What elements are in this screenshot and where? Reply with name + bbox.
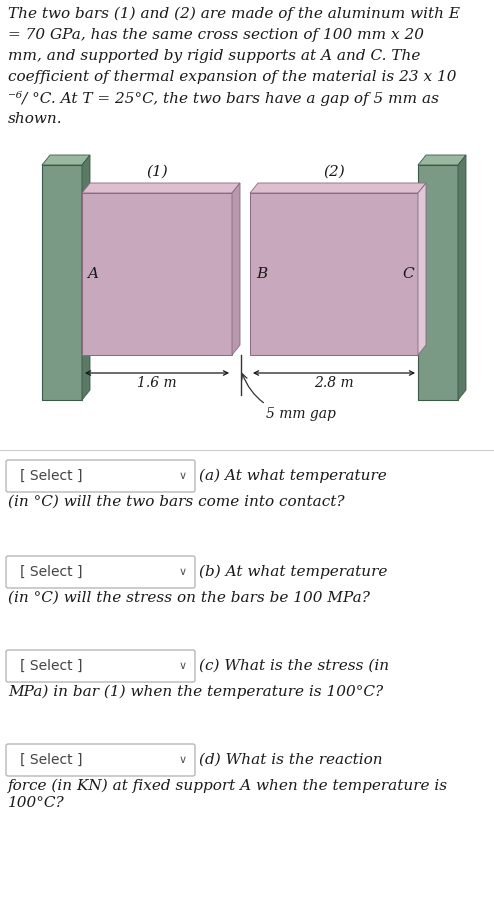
Text: mm, and supported by rigid supports at A and C. The: mm, and supported by rigid supports at A… [8,49,420,63]
Bar [42,165,82,400]
Bar [250,193,418,355]
Text: (2): (2) [323,165,345,179]
Text: ∨: ∨ [179,567,187,577]
Text: = 70 GPa, has the same cross section of 100 mm x 20: = 70 GPa, has the same cross section of … [8,28,424,42]
Text: [ Select ]: [ Select ] [20,659,82,673]
Polygon shape [232,183,240,355]
Text: (c) What is the stress (in: (c) What is the stress (in [199,659,389,673]
FancyBboxPatch shape [6,650,195,682]
Text: ∨: ∨ [179,755,187,765]
Text: coefficient of thermal expansion of the material is 23 x 10: coefficient of thermal expansion of the … [8,70,456,84]
Text: (b) At what temperature: (b) At what temperature [199,565,387,580]
Text: ∨: ∨ [179,471,187,481]
Polygon shape [250,183,426,193]
Text: [ Select ]: [ Select ] [20,753,82,767]
Polygon shape [82,155,90,400]
Text: force (in KN) at fixed support A when the temperature is
100°C?: force (in KN) at fixed support A when th… [8,779,448,810]
Bar [82,193,232,355]
Text: B: B [256,267,267,281]
Text: 5 mm gap: 5 mm gap [242,374,336,421]
FancyBboxPatch shape [6,744,195,776]
Text: MPa) in bar (1) when the temperature is 100°C?: MPa) in bar (1) when the temperature is … [8,685,383,699]
Text: [ Select ]: [ Select ] [20,469,82,483]
Text: shown.: shown. [8,112,63,126]
FancyBboxPatch shape [6,460,195,492]
Text: The two bars (1) and (2) are made of the aluminum with E: The two bars (1) and (2) are made of the… [8,7,460,22]
Polygon shape [82,183,240,193]
Polygon shape [458,155,466,400]
Text: ∨: ∨ [179,661,187,671]
Text: (1): (1) [146,165,168,179]
Text: ⁻⁶/ °C. At T = 25°C, the two bars have a gap of 5 mm as: ⁻⁶/ °C. At T = 25°C, the two bars have a… [8,91,439,106]
Text: 2.8 m: 2.8 m [314,376,354,390]
Text: C: C [403,267,414,281]
Text: (d) What is the reaction: (d) What is the reaction [199,753,383,767]
Polygon shape [418,155,466,165]
Text: A: A [87,267,98,281]
Text: (in °C) will the two bars come into contact?: (in °C) will the two bars come into cont… [8,495,344,509]
FancyBboxPatch shape [6,556,195,588]
Text: 1.6 m: 1.6 m [137,376,177,390]
Text: (in °C) will the stress on the bars be 100 MPa?: (in °C) will the stress on the bars be 1… [8,591,370,605]
Bar [418,165,458,400]
Polygon shape [42,155,90,165]
Text: (a) At what temperature: (a) At what temperature [199,469,387,483]
Text: [ Select ]: [ Select ] [20,565,82,579]
Polygon shape [418,183,426,355]
